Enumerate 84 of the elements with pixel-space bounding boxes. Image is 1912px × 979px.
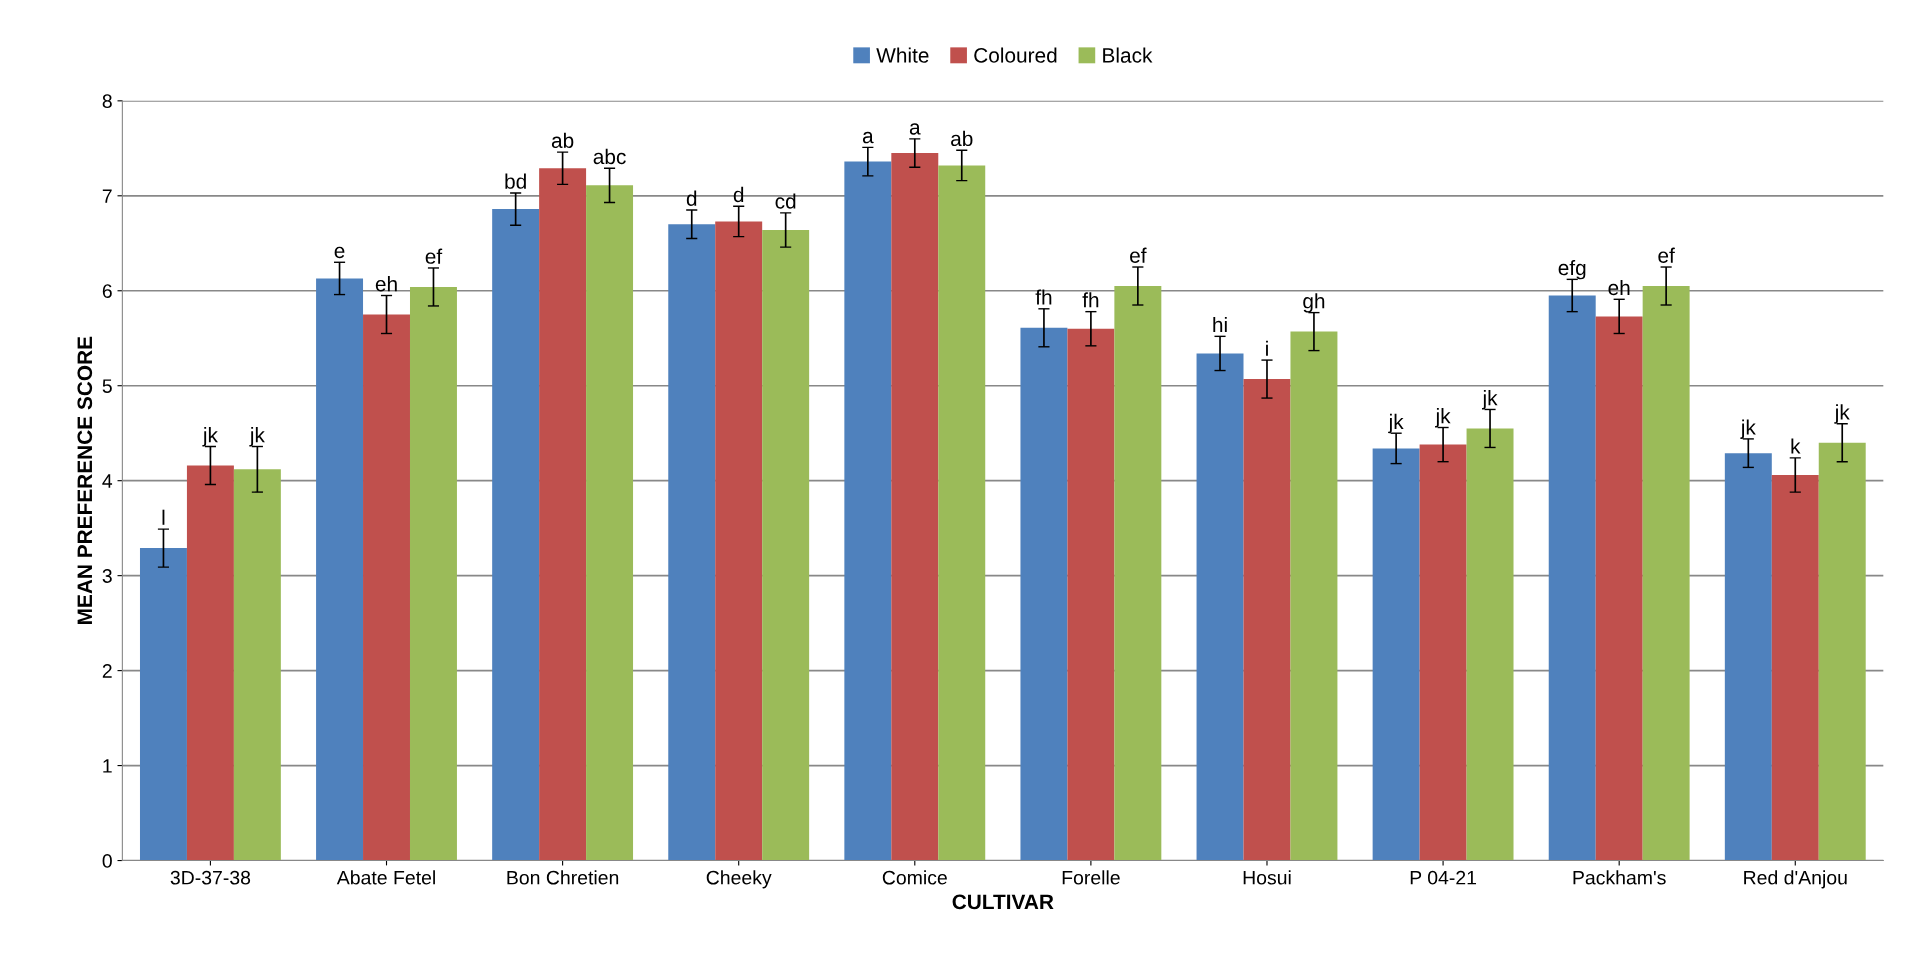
x-tick-label: Abate Fetel bbox=[336, 870, 435, 885]
data-label: cd bbox=[775, 193, 796, 209]
x-tick-label: Bon Chretien bbox=[507, 870, 619, 885]
x-tick-label: Red d'Anjou bbox=[1744, 870, 1847, 889]
y-tick-label: 2 bbox=[102, 664, 112, 678]
data-label: ef bbox=[425, 248, 443, 264]
data-label: ab bbox=[551, 132, 574, 148]
legend-label: White bbox=[876, 47, 929, 63]
data-label: ef bbox=[1658, 247, 1675, 263]
data-label: ef bbox=[1130, 247, 1147, 263]
bar bbox=[1020, 327, 1068, 861]
data-label: jk bbox=[1435, 408, 1451, 428]
bar bbox=[363, 314, 410, 861]
bar bbox=[1724, 453, 1772, 861]
data-label: i bbox=[1266, 340, 1268, 356]
x-tick-label: Forelle bbox=[1062, 870, 1120, 885]
data-label: jk bbox=[1388, 413, 1404, 434]
x-tick-label: Comice bbox=[882, 870, 947, 885]
legend-label: Coloured bbox=[974, 47, 1057, 63]
bar bbox=[186, 465, 234, 861]
legend-label: Black bbox=[1103, 47, 1153, 63]
bar bbox=[139, 548, 187, 861]
bar bbox=[891, 153, 939, 861]
data-label: eh bbox=[375, 276, 397, 292]
x-tick-label: Cheeky bbox=[706, 870, 772, 889]
bar bbox=[1548, 295, 1596, 861]
x-tick-label: Hosui bbox=[1243, 870, 1291, 885]
bar bbox=[492, 209, 540, 861]
data-label: l bbox=[162, 509, 165, 525]
bar bbox=[409, 286, 457, 861]
y-tick-label: 7 bbox=[102, 189, 112, 203]
data-label: a bbox=[862, 131, 874, 144]
y-tick-label: 1 bbox=[103, 759, 112, 773]
data-label: e bbox=[334, 246, 345, 259]
data-label: jk bbox=[1834, 404, 1850, 424]
data-label: d bbox=[733, 186, 744, 203]
bar bbox=[844, 161, 892, 861]
data-label: fh bbox=[1035, 289, 1052, 305]
bar bbox=[1595, 316, 1643, 861]
y-tick-label: 4 bbox=[102, 474, 113, 488]
bar bbox=[1067, 328, 1115, 861]
x-axis-title: CULTIVAR bbox=[952, 894, 1054, 910]
bar bbox=[1290, 331, 1338, 861]
data-label: jk bbox=[1740, 419, 1756, 439]
data-label: eh bbox=[1608, 279, 1630, 296]
bar bbox=[316, 278, 364, 861]
data-label: hi bbox=[1213, 316, 1227, 333]
bar bbox=[233, 469, 281, 861]
bar bbox=[1818, 442, 1866, 861]
bar bbox=[938, 165, 986, 861]
data-label: k bbox=[1791, 438, 1801, 454]
bar bbox=[762, 229, 810, 861]
bar bbox=[715, 221, 763, 861]
data-label: abc bbox=[593, 148, 626, 165]
bar bbox=[586, 185, 634, 861]
data-label: jk bbox=[1482, 390, 1498, 410]
bar bbox=[1466, 428, 1514, 861]
data-label: d bbox=[686, 190, 697, 206]
bar bbox=[1114, 286, 1162, 861]
y-tick-label: 6 bbox=[102, 284, 112, 298]
bar bbox=[1771, 474, 1819, 861]
bar bbox=[1642, 286, 1690, 861]
y-tick-label: 8 bbox=[102, 94, 112, 109]
bar bbox=[1196, 353, 1244, 861]
data-label: jk bbox=[202, 427, 218, 447]
bar bbox=[1419, 444, 1467, 861]
data-label: bd bbox=[505, 173, 526, 189]
y-tick-label: 0 bbox=[102, 854, 112, 868]
x-tick-label: P 04-21 bbox=[1410, 870, 1477, 885]
data-label: efg bbox=[1558, 259, 1586, 280]
x-tick-label: Packham's bbox=[1573, 870, 1666, 885]
bar bbox=[668, 224, 716, 861]
data-label: a bbox=[909, 123, 921, 135]
bar bbox=[1243, 379, 1291, 861]
data-label: jk bbox=[249, 427, 265, 447]
x-tick-label: 3D-37-38 bbox=[170, 870, 251, 885]
bar bbox=[1372, 448, 1420, 861]
data-label: fh bbox=[1082, 292, 1099, 308]
y-axis-title: MEAN PREFERENCE SCORE bbox=[77, 336, 93, 624]
y-tick-label: 3 bbox=[102, 569, 112, 583]
data-label: gh bbox=[1303, 293, 1325, 313]
bar bbox=[539, 168, 587, 861]
y-tick-label: 5 bbox=[102, 379, 112, 393]
data-label: ab bbox=[951, 130, 973, 147]
